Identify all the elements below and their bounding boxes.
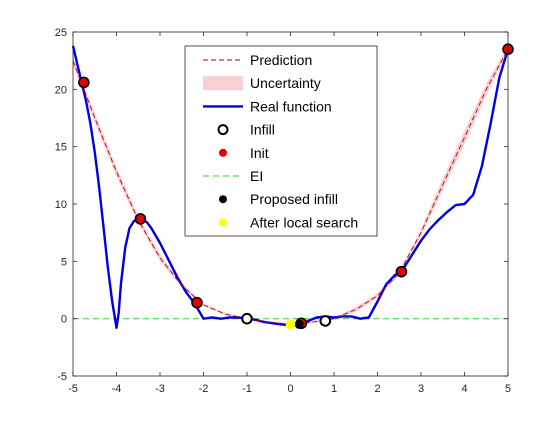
- x-tick-label: -4: [112, 383, 122, 395]
- x-tick-label: 1: [331, 383, 337, 395]
- init-point: [191, 296, 203, 309]
- init-point: [78, 76, 90, 89]
- y-tick-label: 20: [55, 84, 67, 96]
- y-tick-label: 15: [55, 142, 67, 154]
- legend-proposed-swatch: [219, 195, 227, 204]
- x-tick-label: -5: [68, 383, 78, 395]
- legend-label: Init: [250, 145, 269, 161]
- legend-label: EI: [250, 168, 263, 184]
- legend-uncertainty-swatch: [203, 76, 243, 91]
- x-tick-label: 0: [287, 383, 293, 395]
- legend-after-local-search-swatch: [219, 218, 227, 227]
- x-tick-label: -3: [155, 383, 165, 395]
- infill-point: [319, 315, 332, 327]
- legend-label: Uncertainty: [250, 75, 321, 91]
- infill-point: [241, 312, 253, 325]
- y-tick-label: 10: [55, 199, 67, 211]
- proposed-infill-point: [294, 319, 304, 329]
- x-tick-label: 5: [505, 383, 511, 395]
- init-point: [134, 213, 147, 225]
- y-tick-label: 0: [61, 314, 67, 326]
- x-tick-label: -1: [242, 383, 252, 395]
- legend-init-swatch: [219, 148, 227, 157]
- legend-label: After local search: [250, 214, 358, 230]
- x-tick-label: -2: [199, 383, 209, 395]
- legend-label: Prediction: [250, 52, 312, 68]
- x-tick-label: 2: [374, 383, 380, 395]
- x-tick-label: 3: [418, 383, 424, 395]
- legend-label: Proposed infill: [250, 191, 338, 207]
- y-tick-label: -5: [57, 371, 67, 383]
- x-tick-label: 4: [461, 383, 467, 395]
- legend-infill-swatch: [217, 124, 229, 136]
- after-local-search-point: [285, 319, 296, 330]
- y-tick-label: 25: [55, 27, 67, 39]
- legend-label: Infill: [250, 122, 275, 138]
- legend-label: Real function: [250, 98, 332, 114]
- y-tick-label: 5: [61, 256, 67, 268]
- init-point: [395, 265, 408, 278]
